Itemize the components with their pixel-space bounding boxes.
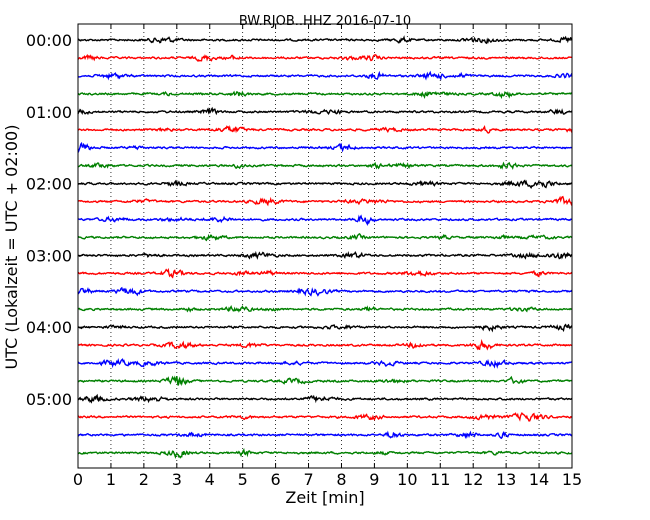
x-axis-ticks: 0 1 2 3 4 5 6 7 8 9 10 11 12 13 14 15 [73,24,582,489]
x-tick-label: 14 [529,470,549,489]
x-tick-label: 6 [271,470,281,489]
trace-line [77,90,573,100]
trace-line [77,195,573,207]
x-tick-label: 13 [496,470,516,489]
trace-line [77,267,573,279]
trace-line [77,161,573,170]
trace-line [77,214,573,226]
y-tick-label: 02:00 [26,175,72,194]
y-tick-label: 04:00 [26,318,72,337]
x-tick-label: 0 [73,470,83,489]
trace-line [77,286,573,297]
y-tick-label: 00:00 [26,31,72,50]
y-tick-label: 05:00 [26,390,72,409]
trace-line [77,250,573,260]
trace-line [78,124,573,134]
x-tick-label: 10 [397,470,417,489]
grid-lines [110,24,540,468]
trace-line [77,53,573,62]
x-tick-label: 11 [430,470,450,489]
trace-line [77,70,573,81]
x-tick-label: 9 [369,470,379,489]
y-axis-ticks: 00:00 01:00 02:00 03:00 04:00 05:00 [26,31,572,409]
trace-line [77,106,573,116]
trace-line [77,35,573,45]
y-axis-label: UTC (Lokalzeit = UTC + 02:00) [2,125,21,370]
x-tick-label: 3 [172,470,182,489]
x-tick-label: 1 [106,470,116,489]
x-tick-label: 2 [139,470,149,489]
trace-line [77,305,573,313]
trace-line [77,358,573,369]
x-tick-label: 5 [238,470,248,489]
x-tick-label: 8 [336,470,346,489]
trace-line [77,179,573,190]
x-tick-label: 15 [562,470,582,489]
trace-line [77,430,573,440]
trace-line [77,232,573,242]
y-tick-label: 01:00 [26,103,72,122]
x-tick-label: 7 [303,470,313,489]
chart-title: BW.RJOB..HHZ 2016-07-10 [239,14,411,29]
trace-line [77,375,573,387]
x-axis-label: Zeit [min] [285,488,364,507]
plot-frame [77,23,573,469]
x-tick-label: 12 [463,470,483,489]
trace-line [77,323,573,333]
trace-line [77,393,573,404]
seismogram-traces [77,35,573,460]
trace-line [77,448,573,460]
x-tick-label: 4 [205,470,215,489]
trace-line [77,412,573,422]
trace-line [77,338,573,351]
trace-line [77,141,573,153]
y-tick-label: 03:00 [26,246,72,265]
